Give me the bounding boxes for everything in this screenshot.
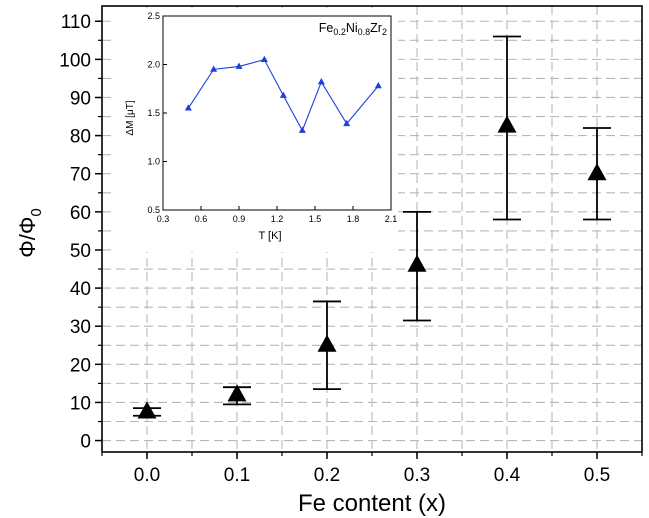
inset-data-point (374, 81, 382, 89)
inset-data-point (235, 62, 243, 69)
inset-data-point (184, 104, 192, 111)
inset-sample-label-part: Ni (346, 21, 358, 35)
main-plot-frame (101, 5, 643, 453)
y-axis-label: Φ/Φ0 (15, 208, 45, 258)
inset-y-tick-label: 2.0 (147, 60, 160, 70)
data-point-triangle (137, 401, 157, 419)
y-tick-label: 50 (70, 241, 91, 262)
data-point-triangle (497, 115, 517, 133)
y-tick-label: 30 (70, 317, 91, 338)
inset-data-point (343, 119, 351, 127)
inset-sample-label-subscript: 0.2 (333, 27, 346, 37)
inset-data-point (317, 78, 325, 85)
y-tick-label: 110 (61, 12, 91, 33)
inset-y-tick-label: 2.5 (147, 11, 160, 21)
data-point-triangle (587, 163, 607, 181)
y-tick-label: 80 (70, 127, 91, 148)
inset-y-axis-label: ΔM [μT] (125, 100, 136, 135)
inset-x-tick-label: 0.9 (233, 214, 246, 224)
data-point-triangle (227, 384, 247, 402)
y-tick-label: 90 (70, 88, 91, 109)
inset-sample-label: Fe0.2Ni0.8Zr2 (319, 21, 387, 37)
x-tick-label: 0.2 (314, 465, 340, 486)
inset-plot: 0.3 0.6 0.9 1.2 1.5 1.8 2.1 0.5 1.0 1.5 2.0 2.5 T [… (115, 8, 398, 252)
inset-data-point (279, 91, 287, 98)
inset-background (115, 8, 398, 252)
main-data-points (133, 35, 611, 419)
y-tick-label: 20 (70, 355, 91, 376)
inset-plot-frame (162, 15, 392, 211)
y-tick-label: 0 (80, 432, 91, 453)
inset-data-point (210, 65, 218, 72)
y-axis-label-subscript: 0 (28, 208, 45, 216)
inset-sample-label-part: Zr (370, 21, 382, 35)
data-point-triangle (317, 334, 337, 352)
inset-x-axis-label: T [K] (258, 230, 281, 242)
inset-data-point (298, 126, 306, 133)
inset-x-tick-label: 1.8 (347, 214, 360, 224)
inset-y-tick-label: 1.0 (147, 157, 160, 167)
inset-data-series (184, 55, 382, 133)
x-tick-label: 0.4 (494, 465, 521, 486)
inset-y-tick-label: 0.5 (147, 205, 160, 215)
x-tick-label: 0.5 (584, 465, 610, 486)
inset-x-tick-label: 0.3 (157, 214, 170, 224)
inset-x-tick-label: 0.6 (195, 214, 208, 224)
inset-x-tick-label: 2.1 (385, 214, 398, 224)
y-tick-label: 10 (70, 393, 91, 414)
inset-tick-labels: 0.3 0.6 0.9 1.2 1.5 1.8 2.1 0.5 1.0 1.5 2.0 2.5 (147, 11, 397, 224)
inset-sample-label-subscript: 0.8 (358, 27, 371, 37)
data-point-triangle (407, 254, 427, 272)
x-axis-label: Fe content (x) (298, 490, 446, 517)
inset-data-point (260, 55, 268, 63)
inset-y-tick-label: 1.5 (147, 108, 160, 118)
x-tick-label: 0.3 (404, 465, 430, 486)
y-tick-label: 40 (70, 279, 91, 300)
y-tick-label: 60 (70, 203, 91, 224)
inset-x-tick-label: 1.5 (309, 214, 322, 224)
inset-x-tick-label: 1.2 (271, 214, 284, 224)
x-tick-label: 0.0 (134, 465, 160, 486)
y-tick-label: 100 (59, 50, 91, 71)
inset-sample-label-part: Fe (319, 21, 334, 35)
y-tick-label: 70 (70, 165, 91, 186)
main-tick-labels: 0.0 0.1 0.2 0.3 0.4 0.5 0 10 20 30 40 50 60 70 80 90 100… (59, 12, 610, 486)
inset-sample-label-subscript: 2 (382, 27, 387, 37)
x-tick-label: 0.1 (224, 465, 250, 486)
y-axis-label-main: Φ/Φ (15, 217, 40, 258)
